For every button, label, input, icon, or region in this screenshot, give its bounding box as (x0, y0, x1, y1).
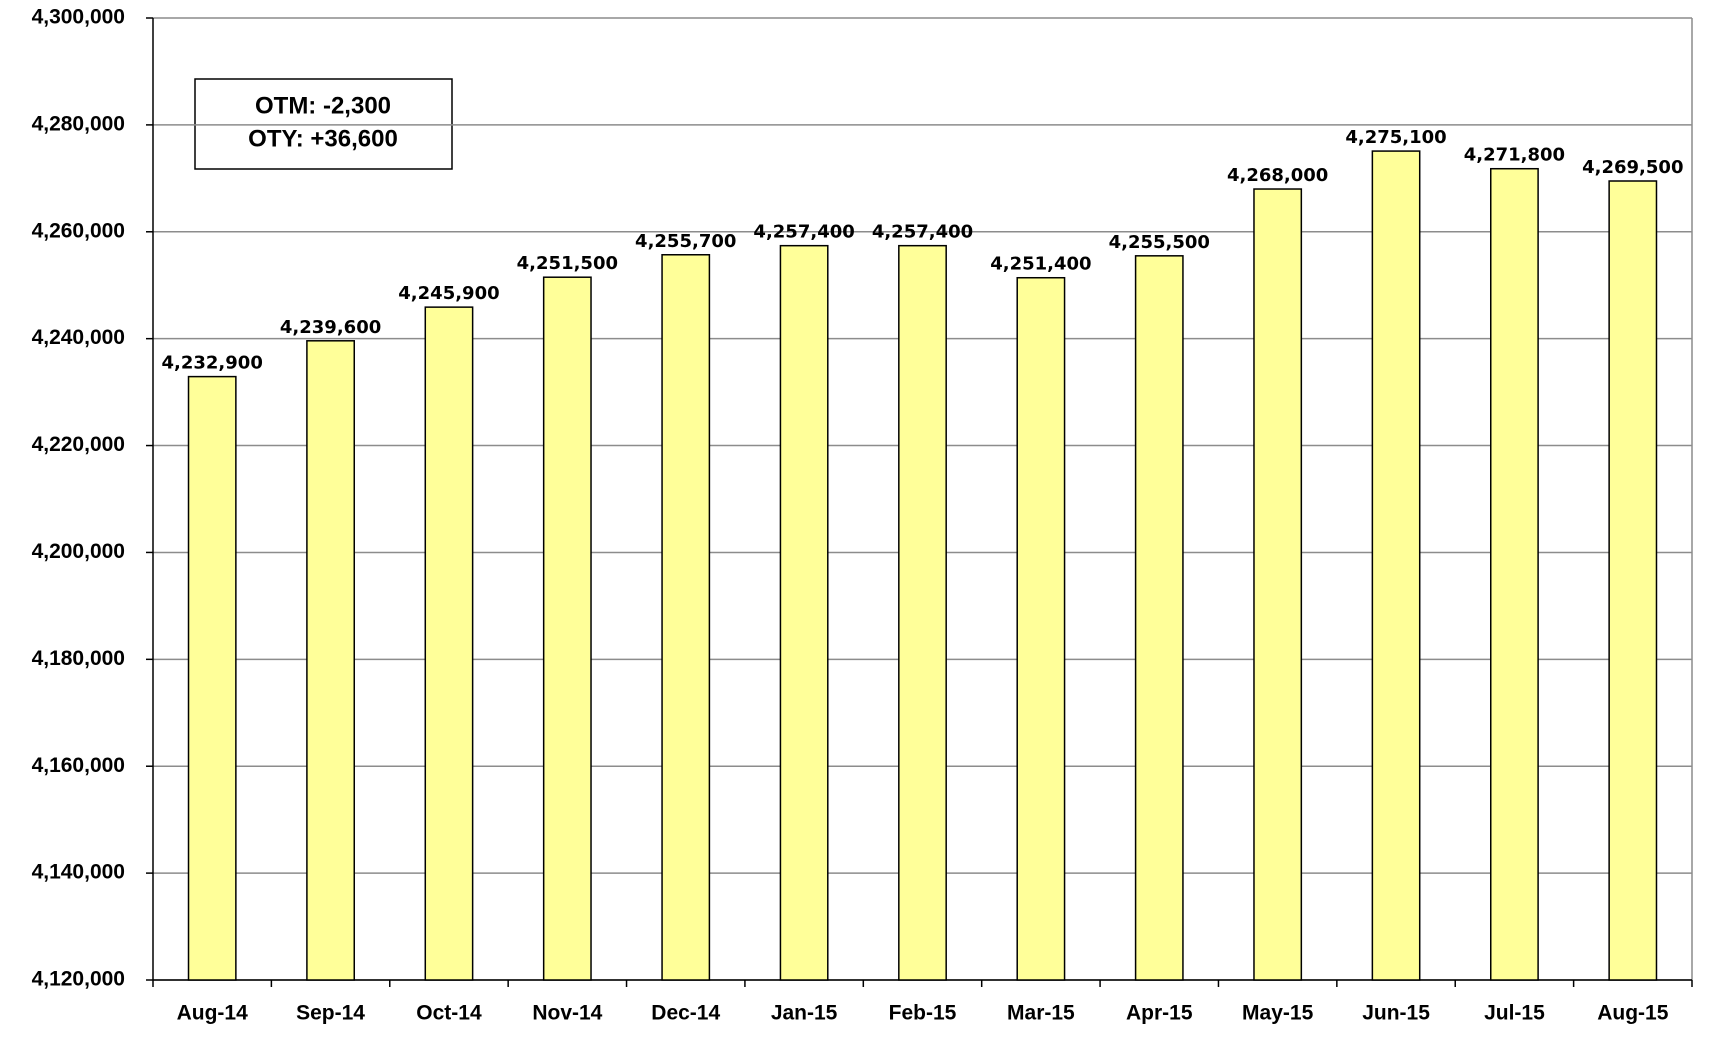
x-tick-label: Aug-14 (177, 1002, 248, 1025)
bar (1371, 150, 1421, 981)
bar (1134, 255, 1184, 981)
value-label: 4,251,500 (517, 253, 618, 274)
bar (1016, 276, 1066, 981)
value-label: 4,255,700 (635, 231, 736, 252)
value-label: 4,271,800 (1464, 145, 1565, 166)
y-tick-label: 4,180,000 (32, 647, 125, 670)
value-label: 4,257,400 (872, 222, 973, 243)
x-tick-label: May-15 (1242, 1002, 1314, 1025)
x-tick-label: Jan-15 (771, 1002, 838, 1025)
x-tick-label: Oct-14 (416, 1002, 482, 1025)
value-label: 4,275,100 (1345, 127, 1446, 148)
value-label: 4,269,500 (1582, 157, 1683, 178)
x-tick-label: Feb-15 (889, 1002, 957, 1025)
bar (1489, 167, 1539, 981)
x-tick-label: Nov-14 (532, 1002, 602, 1025)
bar (1608, 180, 1658, 981)
y-tick-label: 4,280,000 (32, 112, 125, 135)
bar (1253, 188, 1303, 981)
annotation-box (194, 78, 453, 170)
bar (661, 254, 711, 981)
value-label: 4,257,400 (753, 222, 854, 243)
y-tick-label: 4,200,000 (32, 540, 125, 563)
x-tick-label: Dec-14 (651, 1002, 720, 1025)
y-tick-label: 4,160,000 (32, 754, 125, 777)
y-tick-label: 4,260,000 (32, 219, 125, 242)
value-label: 4,255,500 (1109, 232, 1210, 253)
annotation: OTY: +36,600 (248, 125, 398, 152)
y-tick-label: 4,240,000 (32, 326, 125, 349)
value-label: 4,245,900 (398, 283, 499, 304)
x-tick-label: Sep-14 (296, 1002, 365, 1025)
x-tick-label: Jun-15 (1362, 1002, 1430, 1025)
bar (779, 244, 829, 981)
x-tick-label: Aug-15 (1597, 1002, 1668, 1025)
value-label: 4,232,900 (162, 353, 263, 374)
y-tick-label: 4,300,000 (32, 6, 125, 29)
bar (306, 340, 356, 981)
y-tick-label: 4,220,000 (32, 433, 125, 456)
value-label: 4,251,400 (990, 254, 1091, 275)
x-tick-label: Jul-15 (1484, 1002, 1545, 1025)
y-tick-label: 4,120,000 (32, 968, 125, 991)
bar (542, 276, 592, 981)
x-tick-label: Apr-15 (1126, 1002, 1193, 1025)
bar (424, 306, 474, 981)
annotation: OTM: -2,300 (255, 92, 391, 119)
bar (898, 244, 947, 981)
value-label: 4,239,600 (280, 317, 381, 338)
bar (187, 375, 237, 981)
y-tick-label: 4,140,000 (32, 861, 125, 884)
value-label: 4,268,000 (1227, 165, 1328, 186)
x-tick-label: Mar-15 (1007, 1002, 1075, 1025)
